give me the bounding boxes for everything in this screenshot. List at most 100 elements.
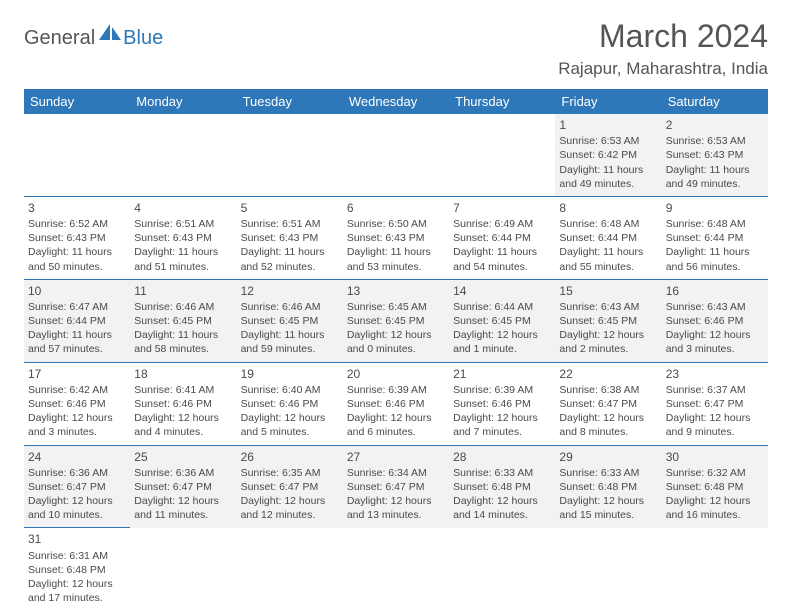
cell-line: Sunset: 6:43 PM <box>28 231 126 245</box>
calendar-row: 10Sunrise: 6:47 AMSunset: 6:44 PMDayligh… <box>24 279 768 362</box>
cell-line: and 49 minutes. <box>666 177 764 191</box>
calendar-cell: 27Sunrise: 6:34 AMSunset: 6:47 PMDayligh… <box>343 445 449 528</box>
day-number: 27 <box>347 449 445 465</box>
cell-line: and 15 minutes. <box>559 508 657 522</box>
cell-line: Sunset: 6:45 PM <box>453 314 551 328</box>
day-number: 16 <box>666 283 764 299</box>
cell-line: Sunset: 6:46 PM <box>666 314 764 328</box>
day-number: 14 <box>453 283 551 299</box>
weekday-sun: Sunday <box>24 89 130 114</box>
day-number: 3 <box>28 200 126 216</box>
weekday-wed: Wednesday <box>343 89 449 114</box>
cell-line: Sunset: 6:46 PM <box>241 397 339 411</box>
weekday-sat: Saturday <box>662 89 768 114</box>
weekday-tue: Tuesday <box>237 89 343 114</box>
calendar-cell: 15Sunrise: 6:43 AMSunset: 6:45 PMDayligh… <box>555 279 661 362</box>
calendar-cell: 26Sunrise: 6:35 AMSunset: 6:47 PMDayligh… <box>237 445 343 528</box>
cell-line: Sunset: 6:47 PM <box>28 480 126 494</box>
calendar-cell: 30Sunrise: 6:32 AMSunset: 6:48 PMDayligh… <box>662 445 768 528</box>
calendar-row: 31Sunrise: 6:31 AMSunset: 6:48 PMDayligh… <box>24 528 768 610</box>
day-number: 23 <box>666 366 764 382</box>
cell-line: and 58 minutes. <box>134 342 232 356</box>
cell-line: Daylight: 12 hours <box>453 411 551 425</box>
cell-line: Daylight: 12 hours <box>28 494 126 508</box>
cell-line: Sunset: 6:47 PM <box>241 480 339 494</box>
month-title: March 2024 <box>558 18 768 55</box>
day-number: 6 <box>347 200 445 216</box>
cell-line: Sunset: 6:46 PM <box>453 397 551 411</box>
cell-line: Sunrise: 6:39 AM <box>347 383 445 397</box>
cell-line: Sunrise: 6:53 AM <box>666 134 764 148</box>
cell-line: Daylight: 11 hours <box>134 328 232 342</box>
calendar-row: 17Sunrise: 6:42 AMSunset: 6:46 PMDayligh… <box>24 362 768 445</box>
calendar-cell <box>130 114 236 196</box>
cell-line: Sunset: 6:44 PM <box>666 231 764 245</box>
header: General Blue March 2024 Rajapur, Maharas… <box>24 18 768 79</box>
logo-text-2: Blue <box>123 27 163 50</box>
cell-line: Daylight: 11 hours <box>559 163 657 177</box>
cell-line: and 11 minutes. <box>134 508 232 522</box>
day-number: 25 <box>134 449 232 465</box>
cell-line: Daylight: 12 hours <box>559 328 657 342</box>
day-number: 11 <box>134 283 232 299</box>
cell-line: Sunset: 6:48 PM <box>28 563 126 577</box>
weekday-mon: Monday <box>130 89 236 114</box>
cell-line: Sunset: 6:44 PM <box>453 231 551 245</box>
cell-line: Daylight: 12 hours <box>559 411 657 425</box>
day-number: 19 <box>241 366 339 382</box>
cell-line: Daylight: 12 hours <box>347 411 445 425</box>
calendar-cell: 9Sunrise: 6:48 AMSunset: 6:44 PMDaylight… <box>662 196 768 279</box>
cell-line: Daylight: 12 hours <box>666 494 764 508</box>
cell-line: and 3 minutes. <box>666 342 764 356</box>
calendar-cell: 2Sunrise: 6:53 AMSunset: 6:43 PMDaylight… <box>662 114 768 196</box>
calendar-row: 24Sunrise: 6:36 AMSunset: 6:47 PMDayligh… <box>24 445 768 528</box>
logo-text-1: General <box>24 27 95 50</box>
calendar-cell: 20Sunrise: 6:39 AMSunset: 6:46 PMDayligh… <box>343 362 449 445</box>
day-number: 31 <box>28 531 126 547</box>
cell-line: and 9 minutes. <box>666 425 764 439</box>
cell-line: Sunset: 6:43 PM <box>241 231 339 245</box>
day-number: 12 <box>241 283 339 299</box>
day-number: 28 <box>453 449 551 465</box>
day-number: 20 <box>347 366 445 382</box>
cell-line: Sunrise: 6:33 AM <box>559 466 657 480</box>
cell-line: Sunset: 6:48 PM <box>559 480 657 494</box>
calendar-table: Sunday Monday Tuesday Wednesday Thursday… <box>24 89 768 610</box>
cell-line: Daylight: 11 hours <box>241 245 339 259</box>
cell-line: Sunset: 6:42 PM <box>559 148 657 162</box>
cell-line: and 14 minutes. <box>453 508 551 522</box>
day-number: 30 <box>666 449 764 465</box>
calendar-cell <box>130 528 236 610</box>
cell-line: Daylight: 11 hours <box>666 163 764 177</box>
cell-line: Sunrise: 6:34 AM <box>347 466 445 480</box>
cell-line: and 5 minutes. <box>241 425 339 439</box>
cell-line: and 56 minutes. <box>666 260 764 274</box>
calendar-cell <box>343 528 449 610</box>
cell-line: Sunrise: 6:44 AM <box>453 300 551 314</box>
cell-line: and 52 minutes. <box>241 260 339 274</box>
cell-line: and 54 minutes. <box>453 260 551 274</box>
weekday-thu: Thursday <box>449 89 555 114</box>
cell-line: Sunrise: 6:38 AM <box>559 383 657 397</box>
cell-line: and 13 minutes. <box>347 508 445 522</box>
day-number: 26 <box>241 449 339 465</box>
calendar-cell: 14Sunrise: 6:44 AMSunset: 6:45 PMDayligh… <box>449 279 555 362</box>
calendar-cell: 19Sunrise: 6:40 AMSunset: 6:46 PMDayligh… <box>237 362 343 445</box>
cell-line: and 17 minutes. <box>28 591 126 605</box>
cell-line: Daylight: 12 hours <box>28 411 126 425</box>
calendar-cell <box>662 528 768 610</box>
day-number: 24 <box>28 449 126 465</box>
cell-line: Sunrise: 6:43 AM <box>559 300 657 314</box>
cell-line: Sunrise: 6:46 AM <box>134 300 232 314</box>
cell-line: Sunrise: 6:48 AM <box>666 217 764 231</box>
day-number: 1 <box>559 117 657 133</box>
cell-line: Daylight: 12 hours <box>666 328 764 342</box>
day-number: 2 <box>666 117 764 133</box>
cell-line: Sunrise: 6:48 AM <box>559 217 657 231</box>
calendar-cell: 28Sunrise: 6:33 AMSunset: 6:48 PMDayligh… <box>449 445 555 528</box>
cell-line: Daylight: 12 hours <box>559 494 657 508</box>
cell-line: Daylight: 11 hours <box>666 245 764 259</box>
calendar-cell <box>237 528 343 610</box>
day-number: 9 <box>666 200 764 216</box>
cell-line: Sunrise: 6:33 AM <box>453 466 551 480</box>
